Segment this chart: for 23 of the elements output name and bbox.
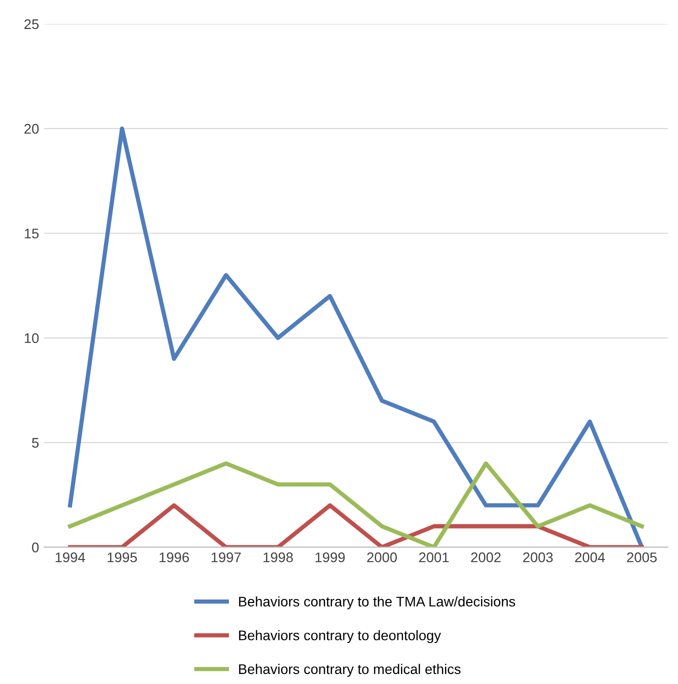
x-tick-label: 1998	[264, 552, 293, 562]
x-tick-label: 1997	[212, 552, 241, 562]
line-series	[68, 461, 644, 548]
legend-label: Behaviors contrary to deontology	[239, 630, 441, 644]
legend-label: Behaviors contrary to medical ethics	[239, 664, 461, 677]
x-tick-label: 2000	[367, 552, 397, 562]
y-tick-label: 5	[32, 438, 39, 448]
y-tick-label: 15	[24, 228, 39, 238]
x-tick-label: 2001	[419, 552, 449, 562]
y-tick-label: 0	[32, 542, 39, 552]
x-tick-label: 2003	[523, 552, 553, 562]
x-tick-label: 1999	[316, 552, 345, 562]
x-tick-label: 2005	[627, 552, 657, 562]
y-tick-label: 20	[24, 124, 39, 134]
x-tick-label: 2002	[471, 552, 501, 562]
x-tick-label: 2004	[575, 552, 605, 562]
legend-label: Behaviors contrary to the TMA Law/decisions	[239, 596, 516, 610]
x-tick-label: 1996	[160, 552, 189, 562]
line-series	[68, 126, 644, 548]
y-tick-label: 10	[24, 333, 39, 344]
x-tick-label: 1995	[108, 552, 137, 562]
x-tick-label: 1994	[56, 552, 86, 562]
y-tick-label: 25	[24, 19, 39, 30]
